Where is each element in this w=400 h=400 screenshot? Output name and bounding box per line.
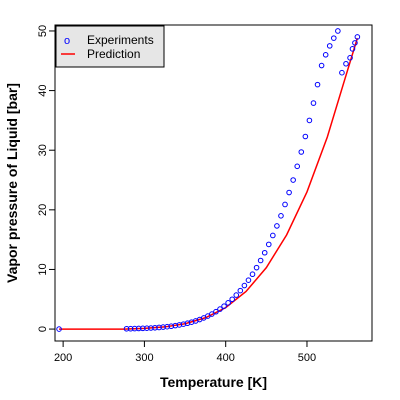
experiment-point bbox=[156, 324, 162, 331]
experiment-point bbox=[298, 149, 305, 155]
experiment-point bbox=[343, 60, 349, 67]
experiment-point bbox=[139, 325, 146, 332]
experiment-point bbox=[352, 40, 358, 46]
experiment-point bbox=[318, 62, 325, 69]
experiment-point bbox=[330, 35, 337, 41]
y-tick-label: 20 bbox=[37, 204, 49, 216]
experiment-point bbox=[241, 282, 248, 289]
experiment-point bbox=[278, 212, 284, 219]
experiment-point bbox=[347, 54, 353, 61]
plot-layer bbox=[56, 28, 361, 332]
experiment-point bbox=[217, 306, 223, 312]
experiment-point bbox=[233, 292, 240, 298]
legend-box bbox=[55, 25, 165, 68]
y-tick-label: 10 bbox=[37, 263, 49, 275]
experiment-point bbox=[335, 28, 341, 34]
experiment-point bbox=[123, 325, 130, 332]
experiment-point bbox=[310, 100, 317, 106]
experiment-point bbox=[229, 296, 235, 303]
experiment-point bbox=[213, 308, 219, 315]
experiment-point bbox=[127, 325, 134, 332]
y-tick-label: 30 bbox=[37, 144, 49, 156]
experiment-point bbox=[253, 264, 260, 271]
experiment-point bbox=[314, 81, 321, 88]
y-tick-label: 50 bbox=[37, 25, 49, 37]
experiment-point bbox=[56, 326, 62, 332]
axis-layer: 200 300 400 500 0 10 20 30 40 50 Temperature [K] Va… bbox=[4, 24, 373, 390]
experiment-point bbox=[131, 325, 138, 332]
plot-frame bbox=[54, 24, 373, 342]
experiment-point bbox=[209, 311, 215, 317]
legend-label-prediction: Prediction bbox=[87, 47, 140, 61]
experiment-point bbox=[306, 117, 313, 124]
experiment-point bbox=[221, 303, 227, 309]
experiment-point bbox=[290, 177, 296, 183]
experiment-point bbox=[257, 257, 264, 264]
experiment-point bbox=[261, 249, 268, 256]
experiment-point bbox=[339, 69, 345, 76]
experiment-point bbox=[349, 46, 356, 52]
experiment-point bbox=[322, 52, 329, 58]
y-tick-label: 40 bbox=[37, 84, 49, 96]
experiment-point bbox=[326, 43, 333, 49]
experiment-point bbox=[282, 201, 288, 208]
experiment-point bbox=[302, 133, 309, 140]
x-tick-label: 400 bbox=[217, 352, 235, 364]
x-axis-title: Temperature [K] bbox=[160, 374, 267, 390]
experiment-point bbox=[144, 325, 150, 331]
experiment-point bbox=[152, 324, 158, 331]
legend-label-experiments: Experiments bbox=[87, 33, 154, 47]
experiment-point bbox=[225, 300, 231, 306]
experiment-point bbox=[274, 223, 280, 229]
experiment-point bbox=[286, 189, 292, 196]
y-axis-title: Vapor pressure of Liquid [bar] bbox=[4, 83, 20, 283]
experiment-point bbox=[160, 324, 166, 330]
experiment-point bbox=[249, 271, 256, 278]
x-tick-label: 300 bbox=[135, 352, 153, 364]
experiment-point bbox=[135, 325, 142, 332]
experiment-point bbox=[354, 34, 361, 40]
y-tick-label: 0 bbox=[37, 326, 49, 332]
x-tick-label: 500 bbox=[298, 352, 316, 364]
experiment-point bbox=[270, 232, 276, 239]
prediction-line bbox=[59, 37, 359, 330]
legend-marker-experiments: o bbox=[64, 35, 70, 47]
experiment-point bbox=[294, 163, 301, 170]
experiment-point bbox=[237, 287, 244, 294]
experiment-point bbox=[148, 325, 154, 331]
experiment-point bbox=[245, 277, 252, 283]
x-tick-label: 200 bbox=[54, 352, 72, 364]
experiment-point bbox=[265, 241, 272, 248]
